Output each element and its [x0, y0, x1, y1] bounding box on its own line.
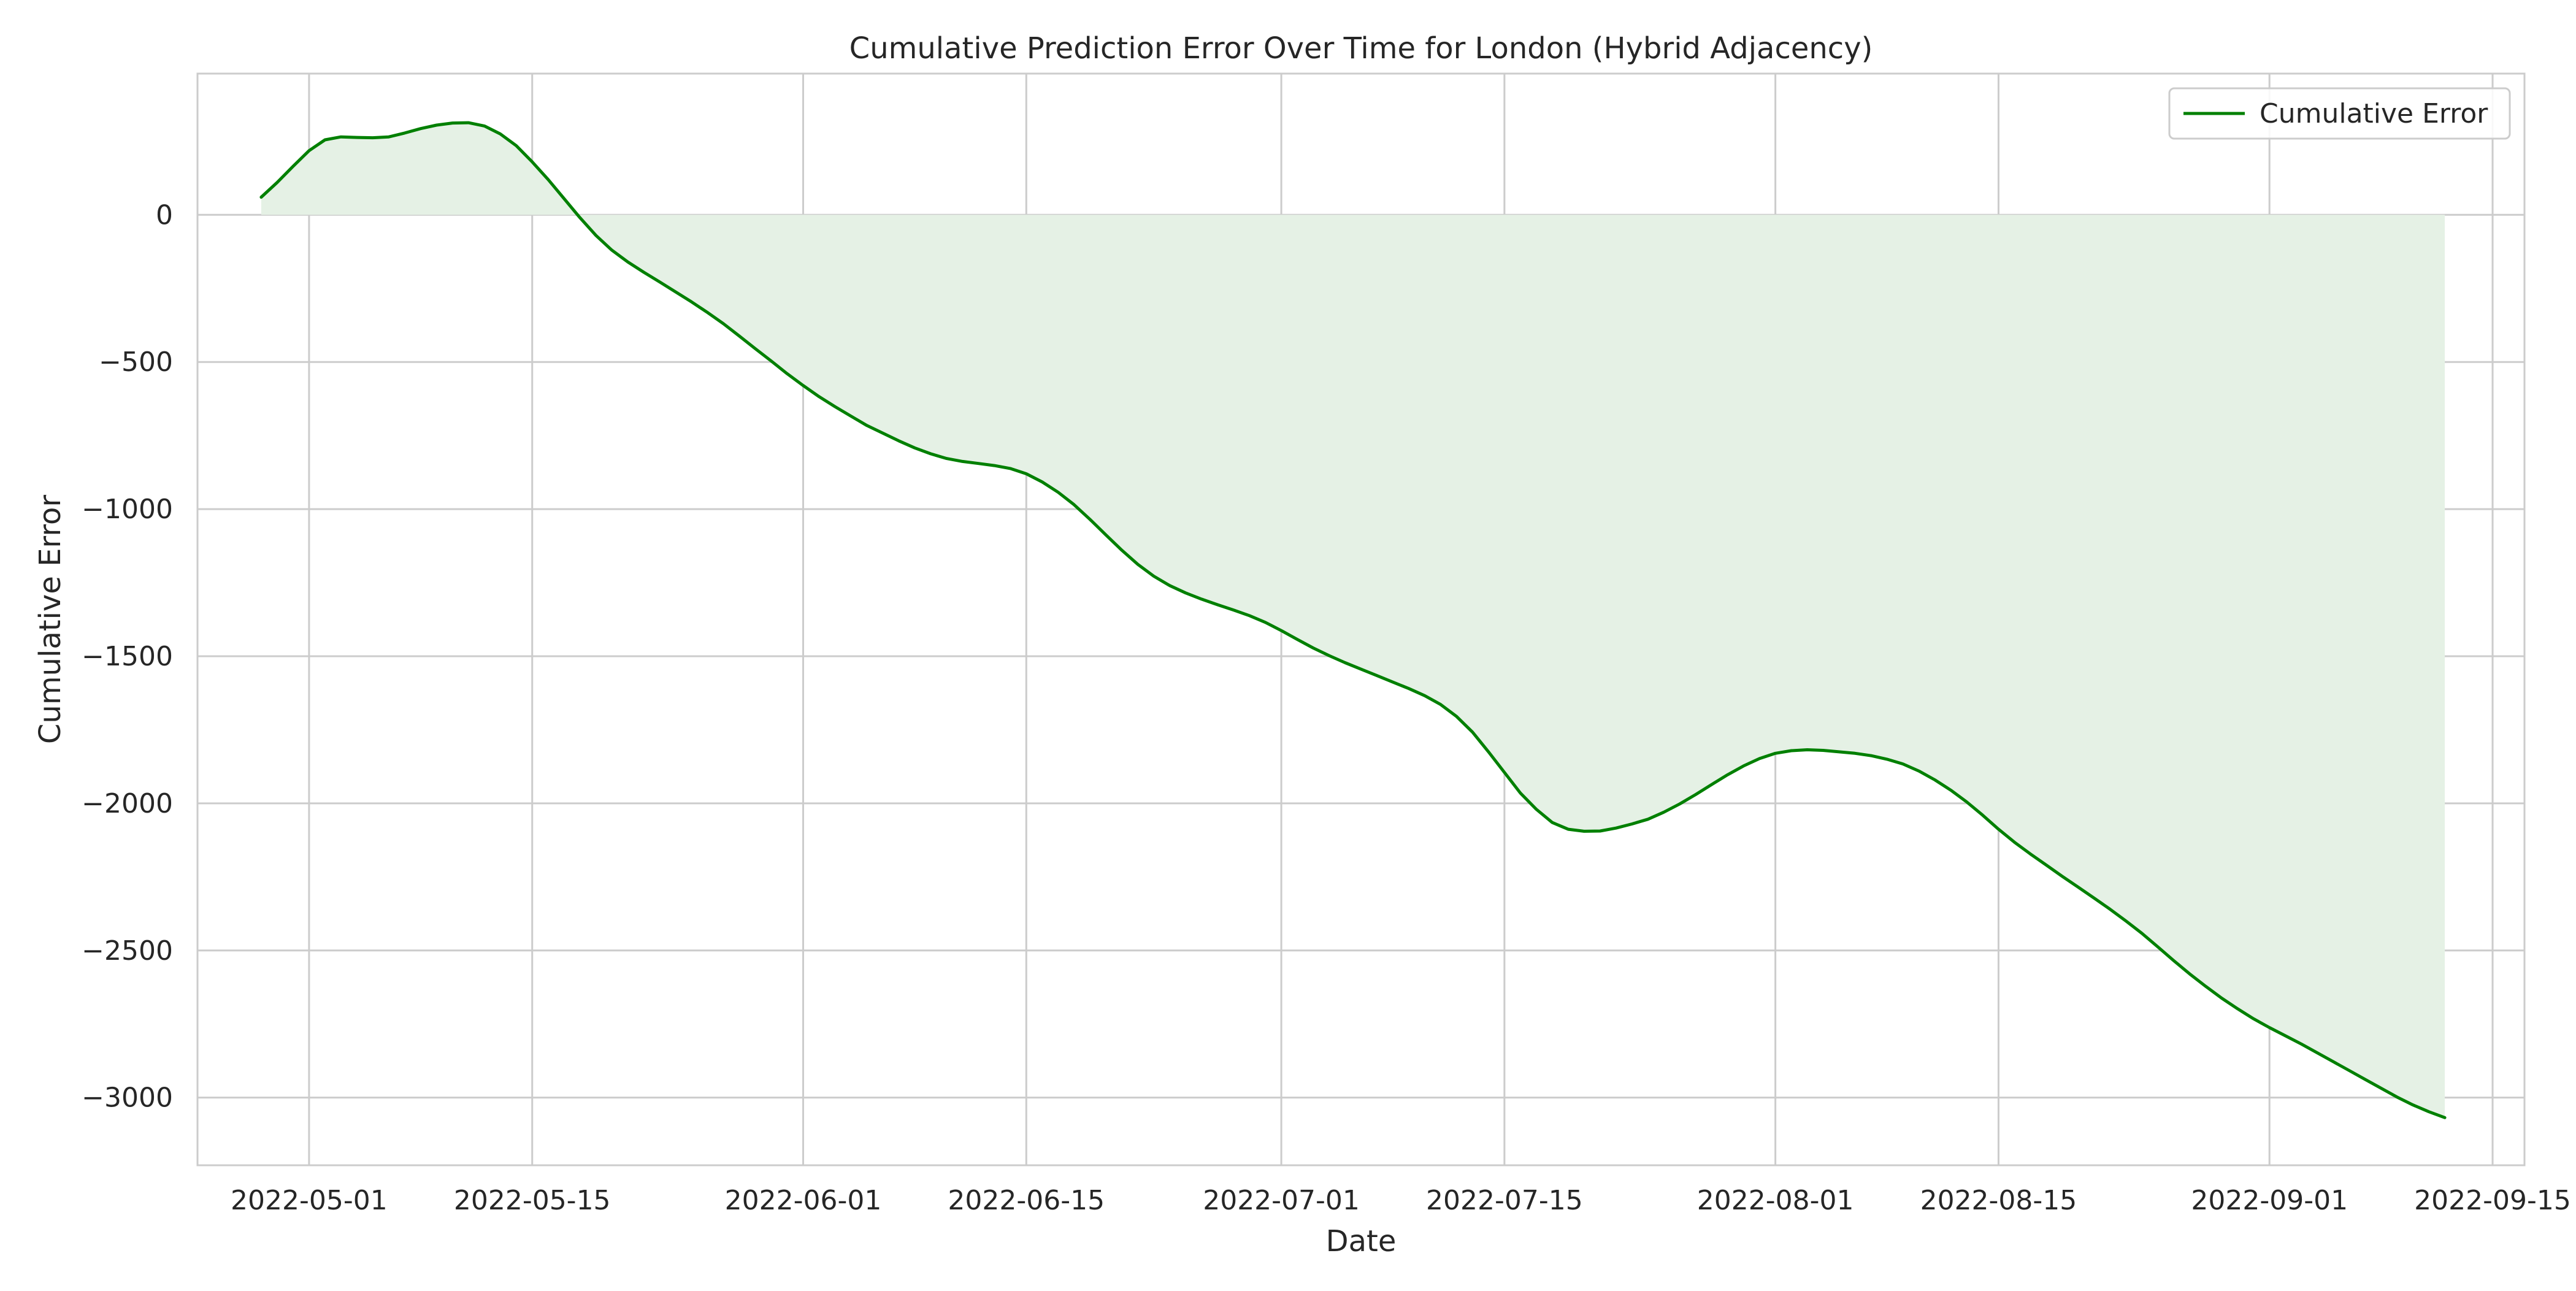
area-fill: [261, 123, 2445, 1118]
x-tick-labels: 2022-05-01 2022-05-15 2022-06-01 2022-06-15…: [231, 1185, 2571, 1216]
x-tick-label: 2022-07-01: [1203, 1185, 1360, 1216]
y-tick-labels: 0 −500 −1000 −1500 −2000 −2500 −3000: [82, 199, 173, 1113]
plot-frame: [196, 72, 2526, 1166]
x-axis-label: Date: [1326, 1224, 1397, 1258]
area-fill-layer: [261, 123, 2445, 1118]
x-tick-label: 2022-06-01: [725, 1185, 882, 1216]
y-tick-label: −3000: [82, 1082, 173, 1114]
x-tick-label: 2022-06-15: [948, 1185, 1105, 1216]
x-tick-label: 2022-09-01: [2191, 1185, 2348, 1216]
x-tick-label: 2022-05-01: [231, 1185, 388, 1216]
x-tick-label: 2022-08-01: [1697, 1185, 1854, 1216]
y-tick-label: −1500: [82, 641, 173, 672]
y-tick-label: −500: [99, 347, 173, 378]
legend-label: Cumulative Error: [2260, 98, 2488, 129]
legend: Cumulative Error: [2168, 87, 2511, 140]
y-axis-label: Cumulative Error: [33, 495, 67, 744]
x-tick-label: 2022-09-15: [2414, 1185, 2571, 1216]
legend-box: [2168, 87, 2511, 140]
y-tick-label: −2000: [82, 788, 173, 819]
y-tick-label: −1000: [82, 494, 173, 525]
series-line-cumulative-error: [259, 121, 2447, 1119]
chart-title: Cumulative Prediction Error Over Time fo…: [849, 31, 1873, 66]
y-tick-label: −2500: [82, 935, 173, 967]
y-tick-label: 0: [156, 199, 173, 231]
series-line-layer: [259, 121, 2447, 1119]
x-tick-label: 2022-08-15: [1920, 1185, 2077, 1216]
x-tick-label: 2022-07-15: [1426, 1185, 1583, 1216]
x-tick-label: 2022-05-15: [454, 1185, 611, 1216]
